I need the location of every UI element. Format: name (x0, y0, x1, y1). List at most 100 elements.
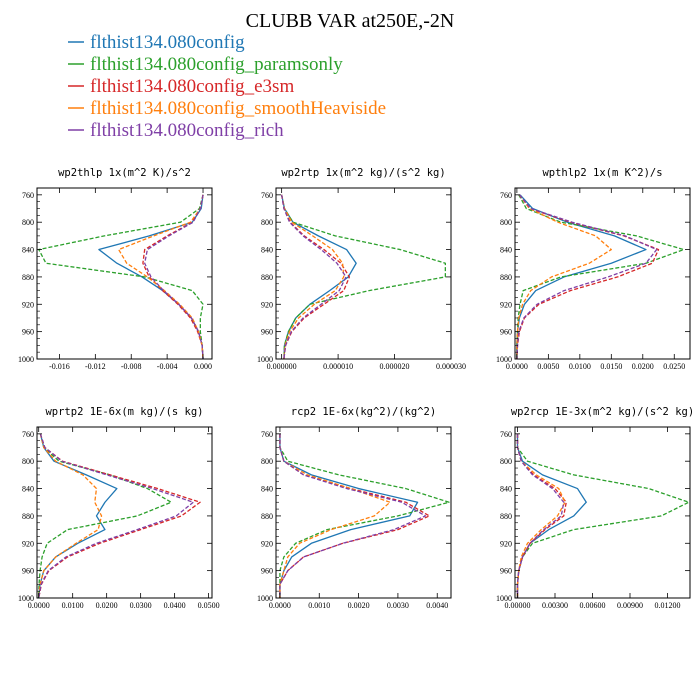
x-tick-label: 0.0020 (348, 601, 370, 610)
series-line (516, 194, 660, 359)
series-line (281, 194, 347, 359)
y-tick-label: 920 (261, 539, 273, 548)
figure-title: CLUBB VAR at250E,-2N (246, 10, 455, 32)
x-tick-label: 0.0200 (632, 362, 654, 371)
series-line (516, 433, 587, 598)
series-line (38, 194, 204, 359)
panel-title: wprtp2 1E-6x(m kg)/(s kg) (45, 406, 203, 418)
series-line (516, 433, 566, 598)
x-tick-label: -0.004 (157, 362, 178, 371)
y-tick-label: 1000 (257, 594, 273, 603)
y-tick-label: 960 (261, 328, 273, 337)
panel-title: wp2rcp 1E-3x(m^2 kg)/(s^2 kg) (511, 406, 694, 418)
y-tick-label: 960 (22, 567, 34, 576)
series-line (516, 433, 690, 598)
y-tick-label: 800 (261, 457, 273, 466)
y-tick-label: 880 (261, 512, 273, 521)
series-line (281, 194, 357, 359)
y-tick-label: 840 (22, 246, 34, 255)
y-tick-label: 960 (500, 567, 512, 576)
y-tick-label: 800 (500, 457, 512, 466)
x-tick-label: 0.0250 (663, 362, 685, 371)
series-line (516, 194, 685, 359)
y-tick-label: 760 (500, 191, 512, 200)
series-line (281, 194, 351, 359)
legend-label: flthist134.080config_smoothHeaviside (90, 98, 386, 119)
plot-frame (275, 187, 452, 360)
x-tick-label: 0.000000 (267, 362, 297, 371)
y-tick-label: 840 (500, 246, 512, 255)
x-tick-label: 0.000010 (323, 362, 353, 371)
x-tick-label: 0.0400 (164, 601, 186, 610)
y-tick-label: 880 (500, 273, 512, 282)
series-line (281, 194, 446, 359)
y-tick-label: 760 (500, 430, 512, 439)
y-tick-label: 760 (22, 430, 34, 439)
y-tick-label: 760 (22, 191, 34, 200)
x-tick-label: 0.0300 (130, 601, 152, 610)
y-tick-label: 1000 (257, 355, 273, 364)
legend-label: flthist134.080config_e3sm (90, 76, 294, 97)
series-line (142, 194, 204, 359)
x-tick-label: 0.0030 (387, 601, 409, 610)
x-tick-label: -0.016 (49, 362, 70, 371)
x-tick-label: 0.000030 (436, 362, 466, 371)
y-tick-label: 1000 (18, 594, 34, 603)
x-tick-label: 0.0010 (308, 601, 330, 610)
y-tick-label: 880 (22, 512, 34, 521)
series-line (279, 433, 450, 598)
plot-frame (514, 187, 691, 360)
series-line (516, 433, 565, 598)
x-tick-label: -0.008 (121, 362, 142, 371)
chart-panel: wp2rtp 1x(m^2 kg)/(s^2 kg) 760 800 840 880 92… (257, 167, 466, 371)
y-tick-label: 760 (261, 430, 273, 439)
legend-label: flthist134.080config (90, 32, 245, 53)
chart-panel: wp2rcp 1E-3x(m^2 kg)/(s^2 kg) 760 800 840 88… (496, 406, 694, 610)
x-tick-label: 0.0000 (506, 362, 528, 371)
y-tick-label: 920 (261, 300, 273, 309)
y-tick-label: 1000 (496, 594, 512, 603)
y-tick-label: 960 (500, 328, 512, 337)
x-tick-label: 0.0050 (537, 362, 559, 371)
y-tick-label: 760 (261, 191, 273, 200)
panel-title: wp2rtp 1x(m^2 kg)/(s^2 kg) (281, 167, 445, 179)
chart-panel: wpthlp2 1x(m K^2)/s 760 800 840 880 920 960 100… (496, 167, 691, 371)
x-tick-label: 0.0100 (62, 601, 84, 610)
legend-label: flthist134.080config_rich (90, 120, 284, 141)
series-line (516, 194, 612, 359)
plot-frame (36, 187, 213, 360)
y-tick-label: 960 (22, 328, 34, 337)
y-tick-label: 920 (500, 539, 512, 548)
legend: flthist134.080config flthist134.080config… (68, 32, 386, 141)
x-tick-label: 0.0200 (96, 601, 118, 610)
y-tick-label: 840 (22, 485, 34, 494)
y-tick-label: 920 (22, 300, 34, 309)
x-tick-label: 0.01200 (655, 601, 681, 610)
series-line (144, 194, 204, 359)
series-line (281, 194, 345, 359)
series-line (516, 194, 647, 359)
panel-title: wp2thlp 1x(m^2 K)/s^2 (58, 167, 191, 179)
plot-frame (514, 426, 691, 599)
chart-panel: rcp2 1E-6x(kg^2)/(kg^2) 760 800 840 880 920 96… (257, 406, 452, 610)
series-line (279, 433, 391, 598)
series-line (279, 433, 427, 598)
y-tick-label: 800 (22, 457, 34, 466)
x-tick-label: 0.0150 (600, 362, 622, 371)
series-line (38, 433, 201, 598)
y-tick-label: 840 (261, 485, 273, 494)
x-tick-label: 0.00600 (580, 601, 606, 610)
y-tick-label: 1000 (18, 355, 34, 364)
panel-grid: wp2thlp 1x(m^2 K)/s^2 760 800 840 880 920 960 1… (18, 167, 694, 610)
y-tick-label: 800 (22, 218, 34, 227)
x-tick-label: 0.0000 (269, 601, 291, 610)
y-tick-label: 880 (261, 273, 273, 282)
y-tick-label: 840 (500, 485, 512, 494)
series-line (38, 433, 118, 598)
x-tick-label: 0.0500 (198, 601, 220, 610)
y-tick-label: 920 (500, 300, 512, 309)
series-line (516, 194, 658, 359)
x-tick-label: 0.00000 (505, 601, 531, 610)
panel-title: wpthlp2 1x(m K^2)/s (542, 167, 662, 179)
